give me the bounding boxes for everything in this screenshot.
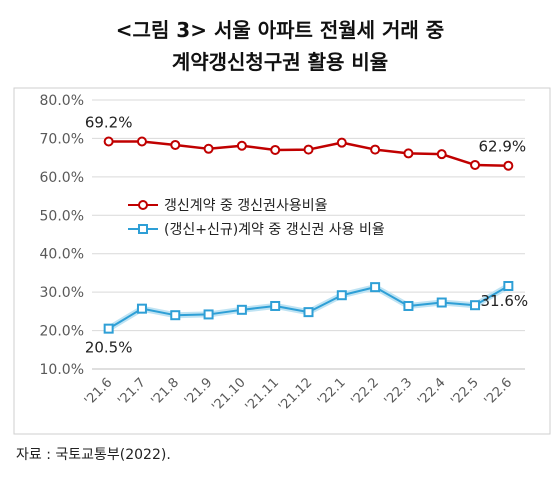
data-point [503, 160, 514, 171]
data-point [303, 307, 314, 318]
data-point [403, 148, 414, 159]
data-point [136, 303, 147, 314]
legend-marker [138, 224, 148, 234]
data-label: 69.2% [85, 114, 133, 132]
data-point [270, 300, 281, 311]
plot-frame [13, 87, 551, 435]
data-point [503, 280, 514, 291]
y-tick-label: 10.0% [40, 362, 84, 378]
legend-label: 갱신계약 중 갱신권사용비율 [164, 198, 328, 214]
x-tick-label: '21.12 [276, 375, 315, 414]
y-tick-label: 70.0% [40, 131, 84, 147]
y-tick-label: 80.0% [40, 93, 84, 109]
x-tick-label: '21.11 [243, 375, 282, 414]
y-tick-label: 60.0% [40, 170, 84, 186]
x-tick-label: '22.5 [448, 375, 482, 409]
data-point [203, 143, 214, 154]
chart-title-line2: 계약갱신청구권 활용 비율 [171, 50, 389, 74]
data-point [470, 159, 481, 170]
data-point [236, 140, 247, 151]
data-point [370, 282, 381, 293]
legend-label: (갱신+신규)계약 중 갱신권 사용 비율 [164, 222, 385, 238]
data-point [236, 304, 247, 315]
data-point [103, 323, 114, 334]
data-label: 20.5% [85, 339, 133, 357]
x-tick-label: '22.3 [382, 375, 416, 409]
y-tick-label: 40.0% [40, 247, 84, 263]
data-point [370, 144, 381, 155]
data-point [336, 290, 347, 301]
x-tick-label: '22.4 [415, 375, 449, 409]
data-point [403, 300, 414, 311]
data-label: 62.9% [479, 138, 527, 156]
data-label: 31.6% [481, 292, 529, 310]
y-tick-label: 50.0% [40, 208, 84, 224]
data-point [303, 144, 314, 155]
x-tick-label: '21.10 [209, 375, 248, 414]
chart-title-line1: <그림 3> 서울 아파트 전월세 거래 중 [115, 18, 445, 42]
y-tick-label: 30.0% [40, 285, 84, 301]
x-tick-label: '21.6 [82, 375, 116, 409]
x-tick-label: '21.7 [115, 375, 149, 409]
data-point [470, 300, 481, 311]
data-point [203, 309, 214, 320]
data-point [436, 297, 447, 308]
x-tick-label: '22.1 [315, 375, 349, 409]
data-point [170, 139, 181, 150]
y-tick-label: 20.0% [40, 324, 84, 340]
data-point [103, 136, 114, 147]
source-note: 자료 : 국토교통부(2022). [16, 447, 171, 463]
x-tick-label: '21.8 [148, 375, 182, 409]
data-point [336, 137, 347, 148]
data-point [270, 144, 281, 155]
x-tick-label: '22.2 [348, 375, 382, 409]
data-point [436, 149, 447, 160]
legend-marker [138, 200, 148, 210]
data-point [136, 136, 147, 147]
x-tick-label: '22.6 [482, 375, 516, 409]
data-point [170, 310, 181, 321]
